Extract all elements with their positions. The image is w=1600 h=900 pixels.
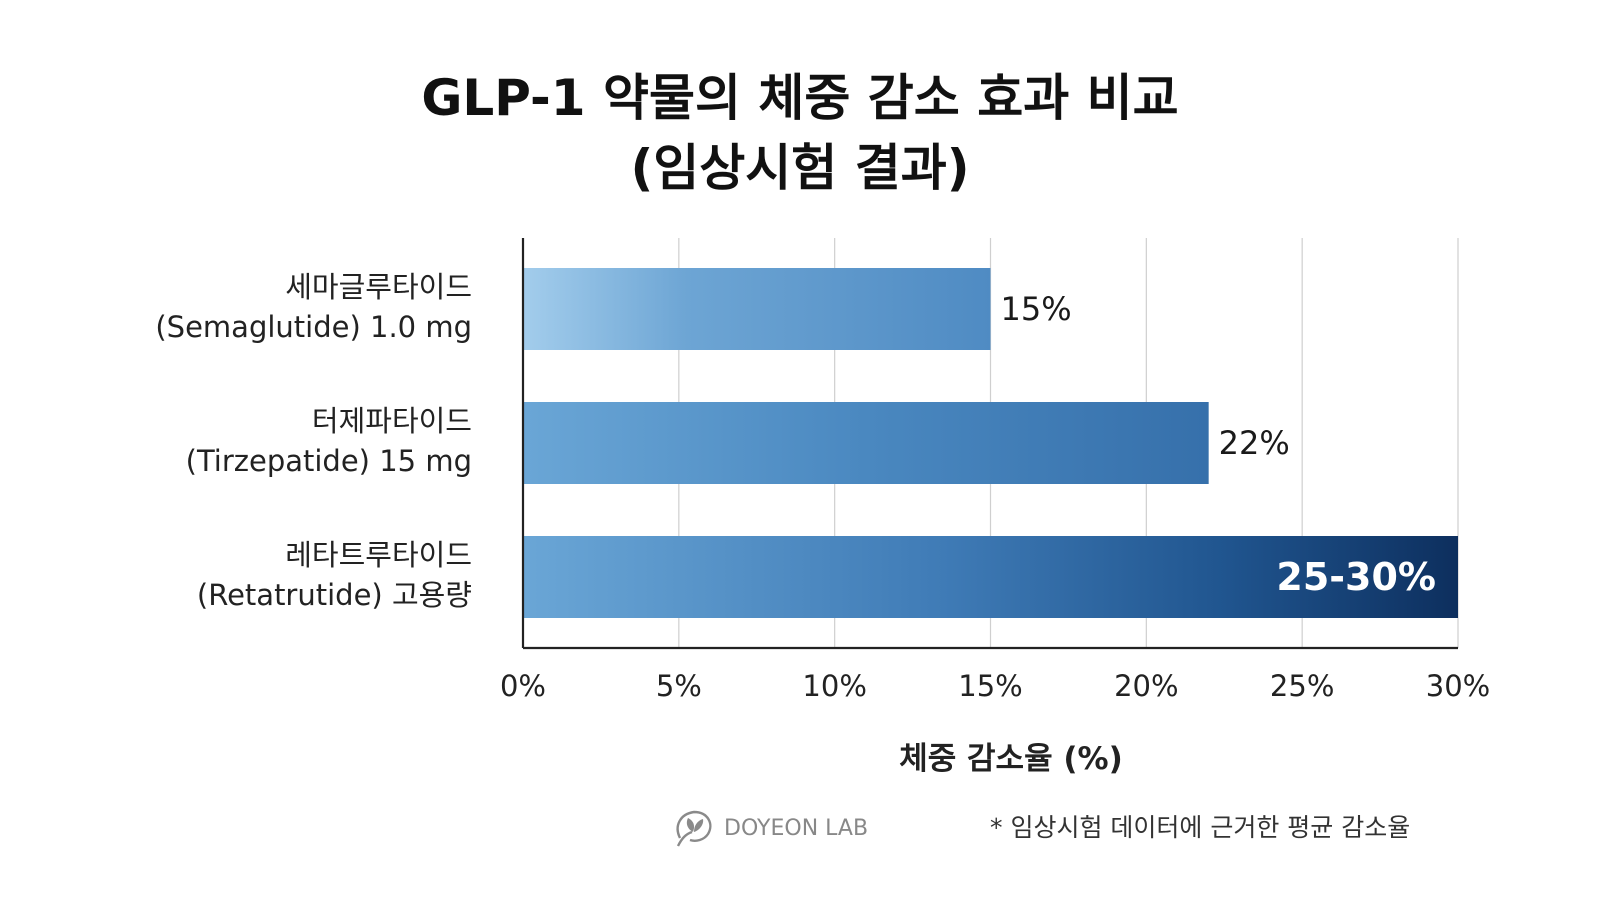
x-tick-label: 30% <box>1426 669 1490 703</box>
chart-subtitle: (임상시험 결과) <box>630 139 970 197</box>
bar-value-label: 25-30% <box>1276 555 1436 599</box>
bar <box>523 268 991 350</box>
category-label-korean: 레타트루타이드 <box>285 538 472 572</box>
x-tick-label: 15% <box>958 669 1022 703</box>
x-axis-title: 체중 감소율 (%) <box>899 741 1123 777</box>
sprout-icon <box>676 810 712 847</box>
category-label-korean: 터제파타이드 <box>311 404 472 438</box>
category-label: 터제파타이드 (Tirzepatide) 15 mg <box>12 401 472 481</box>
category-label-korean: 세마글루타이드 <box>285 270 472 304</box>
chart-title: GLP-1 약물의 체중 감소 효과 비교 <box>421 69 1179 127</box>
bar <box>523 402 1209 484</box>
brand-logo: DOYEON LAB <box>672 808 868 848</box>
category-label: 레타트루타이드 (Retatrutide) 고용량 <box>12 535 472 615</box>
x-tick-label: 10% <box>802 669 866 703</box>
x-tick-label: 20% <box>1114 669 1178 703</box>
bar <box>523 536 1458 618</box>
bar-value-label: 22% <box>1219 424 1290 462</box>
category-label: 세마글루타이드 (Semaglutide) 1.0 mg <box>12 267 472 347</box>
category-label-english: (Semaglutide) 1.0 mg <box>155 310 472 344</box>
category-label-english: (Retatrutide) 고용량 <box>196 578 472 612</box>
x-tick-label: 5% <box>656 669 702 703</box>
bar-value-label: 15% <box>1001 290 1072 328</box>
footnote: * 임상시험 데이터에 근거한 평균 감소율 <box>990 813 1411 842</box>
brand-name: DOYEON LAB <box>724 815 869 841</box>
category-label-english: (Tirzepatide) 15 mg <box>185 444 472 478</box>
x-tick-label: 25% <box>1270 669 1334 703</box>
x-tick-label: 0% <box>500 669 546 703</box>
